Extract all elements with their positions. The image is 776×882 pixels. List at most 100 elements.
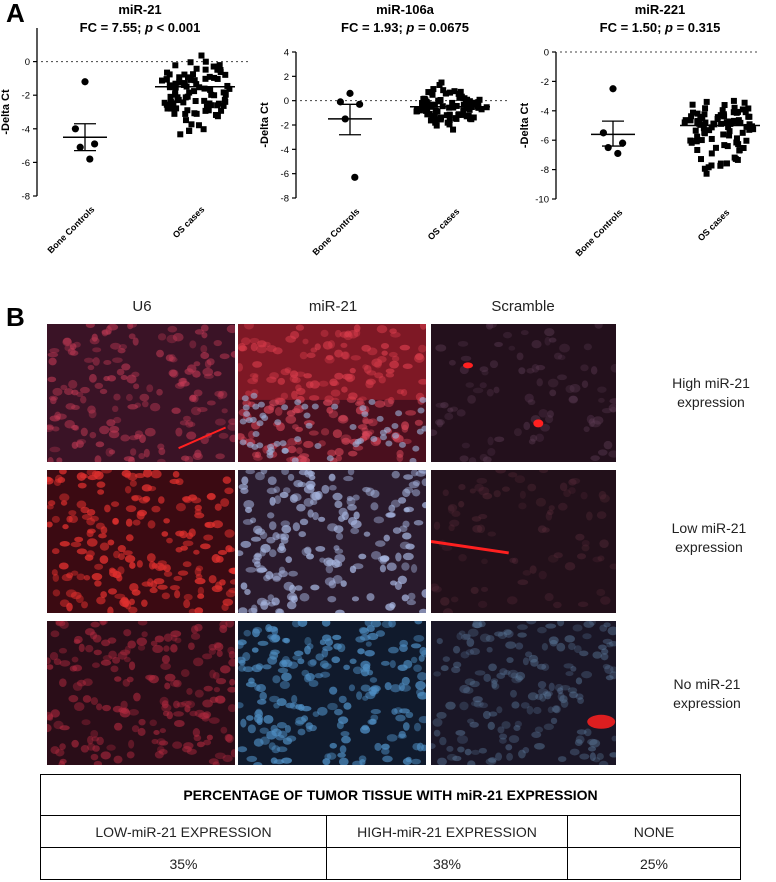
nucleus	[511, 676, 522, 684]
nucleus	[401, 532, 412, 540]
case-point	[172, 62, 179, 69]
nucleus	[253, 762, 263, 765]
nucleus	[269, 496, 276, 506]
nucleus	[412, 445, 420, 452]
nucleus	[238, 702, 244, 709]
nucleus	[487, 721, 495, 730]
nucleus	[71, 424, 78, 431]
nucleus	[403, 507, 410, 513]
case-point	[202, 75, 209, 82]
nucleus	[129, 562, 136, 569]
nucleus	[412, 489, 421, 497]
case-point	[182, 110, 189, 117]
control-point	[599, 129, 608, 137]
nucleus	[133, 692, 141, 702]
nucleus	[175, 503, 186, 512]
nucleus	[224, 487, 234, 495]
y-tick-label: -8	[22, 192, 30, 203]
nucleus	[197, 586, 205, 596]
nucleus	[386, 562, 397, 572]
nucleus	[421, 589, 426, 598]
nucleus	[367, 347, 378, 356]
nucleus	[214, 390, 225, 397]
nucleus	[274, 419, 282, 426]
nucleus	[577, 697, 584, 704]
nucleus	[399, 644, 408, 652]
nucleus	[522, 747, 530, 754]
nucleus	[52, 387, 63, 396]
nucleus	[262, 664, 272, 670]
nucleus	[219, 353, 230, 360]
nucleus	[508, 345, 516, 351]
case-point	[191, 88, 198, 95]
case-point	[739, 129, 746, 136]
nucleus	[355, 636, 366, 643]
nucleus	[66, 515, 73, 523]
nucleus	[309, 380, 320, 389]
nucleus	[173, 719, 185, 728]
nucleus	[242, 519, 254, 525]
case-point	[184, 107, 191, 114]
nucleus	[525, 651, 533, 658]
nucleus	[503, 669, 511, 676]
row-label-none-line1: No miR-21	[673, 676, 741, 692]
nucleus	[240, 540, 252, 548]
nucleus	[528, 438, 536, 445]
case-point	[458, 93, 465, 100]
nucleus	[295, 426, 304, 432]
micrograph-3-1	[47, 621, 235, 765]
nucleus	[456, 409, 466, 417]
nucleus	[350, 527, 360, 535]
nucleus	[361, 411, 369, 418]
case-point	[721, 142, 728, 149]
nucleus	[357, 648, 365, 655]
nucleus	[322, 341, 333, 350]
nucleus	[452, 661, 462, 669]
y-tick-label: -6	[22, 158, 30, 169]
nucleus	[183, 742, 194, 750]
nucleus	[158, 748, 168, 755]
nucleus	[332, 634, 342, 640]
case-point	[463, 101, 470, 108]
nucleus	[98, 533, 107, 539]
y-axis-label: -Delta Ct	[259, 102, 271, 148]
nucleus	[287, 445, 297, 454]
nucleus	[280, 537, 289, 544]
nucleus	[575, 533, 585, 541]
nucleus	[582, 633, 592, 640]
nucleus	[59, 493, 70, 502]
case-point	[222, 98, 229, 105]
nucleus	[252, 430, 260, 437]
nucleus	[321, 621, 331, 627]
nucleus	[246, 715, 254, 721]
nucleus	[193, 734, 202, 742]
nucleus	[87, 528, 96, 534]
nucleus	[469, 680, 480, 688]
nucleus	[446, 753, 458, 761]
nucleus	[147, 520, 156, 529]
nucleus	[138, 718, 146, 726]
nucleus	[388, 621, 396, 628]
nucleus	[103, 376, 110, 382]
nucleus	[100, 621, 108, 625]
nucleus	[366, 370, 377, 376]
nucleus	[259, 727, 269, 734]
case-point	[187, 59, 194, 66]
nucleus	[545, 511, 553, 521]
nucleus	[401, 421, 410, 431]
column-header-scramble: Scramble	[491, 298, 555, 315]
nucleus	[154, 635, 165, 643]
nucleus	[565, 384, 575, 394]
nucleus	[513, 428, 522, 437]
case-point	[202, 58, 209, 65]
nucleus	[399, 525, 408, 533]
case-point	[708, 150, 715, 157]
nucleus	[57, 476, 66, 483]
nucleus	[416, 428, 424, 435]
nucleus	[90, 621, 100, 628]
nucleus	[76, 391, 84, 398]
case-point	[725, 124, 732, 131]
nucleus	[51, 569, 58, 576]
nucleus	[353, 324, 361, 333]
nucleus	[214, 752, 226, 760]
